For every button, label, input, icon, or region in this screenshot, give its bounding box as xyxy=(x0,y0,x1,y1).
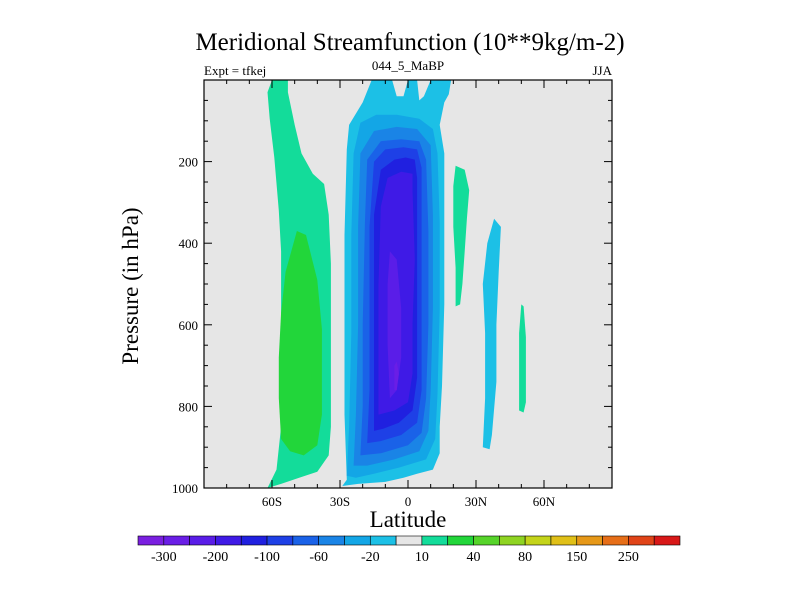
colorbar-box-10 xyxy=(395,535,423,546)
colorbar-box-8 xyxy=(344,535,371,546)
subtitle-left: Expt = tfkej xyxy=(204,63,266,78)
colorbar-box-1 xyxy=(163,535,190,546)
contour-region-12 xyxy=(387,251,402,399)
colorbar-label-7: 80 xyxy=(518,550,532,565)
colorbar-label-3: -60 xyxy=(309,550,328,565)
colorbar-label-4: -20 xyxy=(361,550,380,565)
colorbar-label-8: 150 xyxy=(566,550,587,565)
colorbar-box-9 xyxy=(369,535,397,546)
x-axis-label: Latitude xyxy=(370,507,447,532)
colorbar-box-13 xyxy=(473,535,500,546)
contour-region-13 xyxy=(394,361,399,391)
contour-regions xyxy=(267,80,526,488)
colorbar-box-7 xyxy=(318,535,345,546)
y-tick-label-0: 200 xyxy=(179,155,199,170)
y-axis-label: Pressure (in hPa) xyxy=(118,207,143,364)
colorbar: -300 -200 -100 -60 -20 10 40 80 150 250 xyxy=(137,535,681,565)
x-tick-label-3: 30N xyxy=(465,494,488,509)
colorbar-box-16 xyxy=(550,535,578,546)
axis-ticks: 60S 30S 0 30N 60N 200 400 600 800 1000 xyxy=(172,80,612,509)
x-tick-label-1: 30S xyxy=(330,494,350,509)
subtitle-center: 044_5_MaBP xyxy=(372,58,444,73)
colorbar-box-2 xyxy=(189,535,216,546)
y-tick-label-3: 800 xyxy=(179,399,199,414)
colorbar-box-12 xyxy=(447,535,474,546)
colorbar-box-5 xyxy=(266,535,294,546)
contour-region-3 xyxy=(519,304,526,413)
x-tick-label-2: 0 xyxy=(405,494,412,509)
colorbar-label-2: -100 xyxy=(254,550,280,565)
colorbar-box-14 xyxy=(499,535,526,546)
y-tick-label-1: 400 xyxy=(179,236,199,251)
colorbar-box-15 xyxy=(524,535,552,546)
contour-region-1 xyxy=(278,231,322,456)
x-tick-label-4: 60N xyxy=(533,494,556,509)
contour-region-5 xyxy=(482,218,501,450)
colorbar-box-18 xyxy=(602,535,629,546)
chart-title: Meridional Streamfunction (10**9kg/m-2) xyxy=(195,29,624,56)
colorbar-label-9: 250 xyxy=(618,550,639,565)
colorbar-box-0 xyxy=(137,535,165,546)
colorbar-box-3 xyxy=(215,535,242,546)
colorbar-box-20 xyxy=(653,535,681,546)
colorbar-box-6 xyxy=(292,535,319,546)
colorbar-label-6: 40 xyxy=(467,550,481,565)
subtitle-right: JJA xyxy=(592,63,612,78)
x-tick-label-0: 60S xyxy=(262,494,282,509)
colorbar-box-17 xyxy=(576,535,603,546)
colorbar-label-5: 10 xyxy=(415,550,429,565)
colorbar-label-1: -200 xyxy=(203,550,229,565)
colorbar-label-0: -300 xyxy=(151,550,177,565)
y-tick-label-4: 1000 xyxy=(172,481,198,496)
colorbar-box-11 xyxy=(421,535,449,546)
colorbar-box-19 xyxy=(628,535,655,546)
y-tick-label-2: 600 xyxy=(179,318,199,333)
contour-region-2 xyxy=(453,165,470,307)
colorbar-box-4 xyxy=(240,535,268,546)
